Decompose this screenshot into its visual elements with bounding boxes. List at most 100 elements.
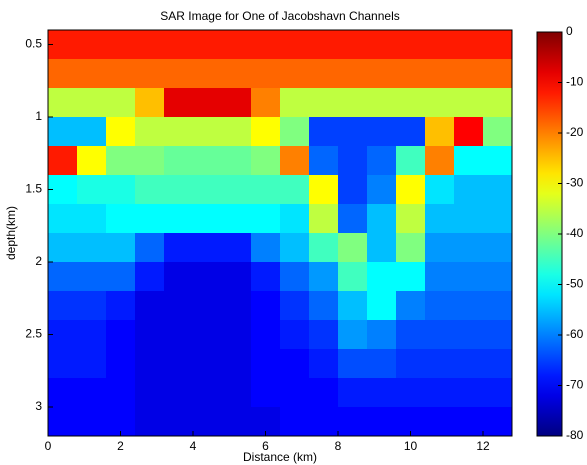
heat-cell <box>251 291 281 321</box>
heat-cell <box>164 291 194 321</box>
x-axis-label: Distance (km) <box>243 450 317 464</box>
heat-cell <box>193 407 223 437</box>
heat-cell <box>367 349 397 379</box>
heat-cell <box>367 233 397 263</box>
heat-cell <box>135 30 165 60</box>
x-tick-label: 4 <box>190 439 197 453</box>
heat-cell <box>135 117 165 147</box>
heat-cell <box>338 407 368 437</box>
heat-cell <box>309 349 339 379</box>
heat-cell <box>396 59 426 89</box>
heat-cell <box>454 320 484 350</box>
heat-cell <box>77 88 107 118</box>
heat-cell <box>135 262 165 292</box>
heat-cell <box>338 146 368 176</box>
heat-cell <box>454 30 484 60</box>
heat-cell <box>425 88 455 118</box>
x-tick-label: 2 <box>117 439 124 453</box>
heat-cell <box>48 59 78 89</box>
heat-cell <box>77 233 107 263</box>
heat-cell <box>251 262 281 292</box>
plot-frame <box>47 29 513 437</box>
heat-cell <box>280 59 310 89</box>
colorbar <box>536 31 563 437</box>
heat-cell <box>106 88 136 118</box>
heat-cell <box>48 233 78 263</box>
heat-cell <box>106 233 136 263</box>
heat-cell <box>280 117 310 147</box>
heat-cell <box>280 175 310 205</box>
heat-cell <box>483 233 513 263</box>
heat-cell <box>106 349 136 379</box>
heat-cell <box>164 233 194 263</box>
heat-cell <box>193 378 223 408</box>
heat-cell <box>367 146 397 176</box>
heat-cell <box>280 30 310 60</box>
heat-cell <box>193 117 223 147</box>
heat-cell <box>280 407 310 437</box>
heat-cell <box>106 30 136 60</box>
heat-cell <box>135 146 165 176</box>
heat-cell <box>164 117 194 147</box>
heat-cell <box>135 320 165 350</box>
heat-cell <box>483 378 513 408</box>
heat-cell <box>135 88 165 118</box>
heat-cell <box>309 204 339 234</box>
heat-cell <box>193 146 223 176</box>
x-tick-label: 10 <box>404 439 418 453</box>
heat-cell <box>483 175 513 205</box>
heat-cell <box>396 30 426 60</box>
heat-cell <box>309 88 339 118</box>
heat-cell <box>193 59 223 89</box>
y-tick-label: 1.5 <box>25 182 42 196</box>
heat-cell <box>164 59 194 89</box>
colorbar-tick-label: -10 <box>566 75 584 89</box>
heat-cell <box>222 146 252 176</box>
heat-cell <box>135 233 165 263</box>
heat-cell <box>135 378 165 408</box>
heat-cell <box>222 291 252 321</box>
heat-cell <box>106 146 136 176</box>
heat-cell <box>135 204 165 234</box>
heat-cell <box>309 233 339 263</box>
colorbar-tick-label: 0 <box>566 24 573 38</box>
heat-cell <box>454 349 484 379</box>
heat-cell <box>251 59 281 89</box>
heat-cell <box>483 262 513 292</box>
heat-cell <box>396 262 426 292</box>
heat-cell <box>222 30 252 60</box>
heat-cell <box>48 407 78 437</box>
heat-cell <box>367 320 397 350</box>
heat-cell <box>106 291 136 321</box>
heat-cell <box>222 378 252 408</box>
x-tick-label: 6 <box>262 439 269 453</box>
heat-cell <box>193 30 223 60</box>
heat-cell <box>309 175 339 205</box>
heat-cell <box>193 320 223 350</box>
heat-cell <box>367 175 397 205</box>
heat-cell <box>106 204 136 234</box>
heat-cell <box>164 204 194 234</box>
x-tick-label: 8 <box>335 439 342 453</box>
x-tick-label: 0 <box>45 439 52 453</box>
heat-cell <box>222 175 252 205</box>
heat-cell <box>222 407 252 437</box>
heat-cell <box>222 233 252 263</box>
heat-cell <box>48 349 78 379</box>
heat-cell <box>309 262 339 292</box>
heat-cell <box>135 175 165 205</box>
chart-title: SAR Image for One of Jacobshavn Channels <box>160 9 399 23</box>
heat-cell <box>454 175 484 205</box>
heat-cell <box>222 59 252 89</box>
heat-cell <box>483 407 513 437</box>
heat-cell <box>396 378 426 408</box>
heat-cell <box>396 146 426 176</box>
heat-cell <box>251 146 281 176</box>
colorbar-tick-label: -20 <box>566 125 584 139</box>
heat-cell <box>425 204 455 234</box>
y-tick-label: 1 <box>35 109 42 123</box>
heat-cell <box>48 291 78 321</box>
heat-cell <box>454 233 484 263</box>
heat-cell <box>164 88 194 118</box>
heat-cell <box>193 349 223 379</box>
